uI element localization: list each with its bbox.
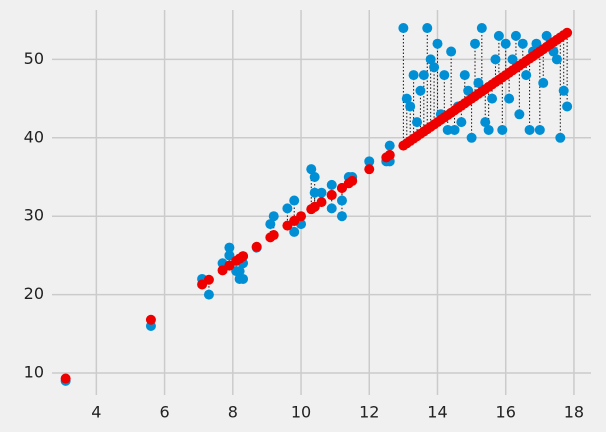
observed-point — [398, 23, 409, 34]
observed-point — [326, 203, 337, 214]
fitted-point — [60, 373, 71, 384]
fitted-point — [238, 251, 249, 262]
x-tick-label: 6 — [159, 403, 169, 422]
observed-point — [476, 23, 487, 34]
observed-point — [449, 124, 460, 135]
observed-point — [514, 109, 525, 120]
observed-point — [497, 124, 508, 135]
fitted-point — [347, 175, 358, 186]
observed-point — [521, 70, 532, 81]
fitted-point — [145, 314, 156, 325]
fitted-point — [296, 211, 307, 222]
observed-point — [470, 38, 481, 49]
observed-point — [364, 156, 375, 167]
observed-point — [500, 38, 511, 49]
fitted-point — [316, 197, 327, 208]
observed-point — [401, 93, 412, 104]
observed-point — [203, 289, 214, 300]
observed-point — [480, 117, 491, 128]
observed-point — [415, 85, 426, 96]
observed-point — [425, 54, 436, 65]
observed-point — [534, 124, 545, 135]
observed-point — [459, 70, 470, 81]
observed-point — [510, 30, 521, 41]
x-tick-label: 16 — [496, 403, 516, 422]
observed-point — [473, 77, 484, 88]
observed-point — [326, 179, 337, 190]
observed-point — [412, 117, 423, 128]
x-tick-label: 14 — [427, 403, 447, 422]
observed-point — [405, 101, 416, 112]
x-tick-label: 10 — [291, 403, 311, 422]
observed-point — [524, 124, 535, 135]
observed-point — [439, 70, 450, 81]
observed-point — [316, 187, 327, 198]
observed-point — [562, 101, 573, 112]
observed-point — [224, 250, 235, 261]
observed-point — [490, 54, 501, 65]
fitted-point — [384, 150, 395, 161]
observed-point — [456, 117, 467, 128]
observed-point — [282, 203, 293, 214]
observed-point — [466, 132, 477, 143]
observed-point — [531, 38, 542, 49]
observed-point — [493, 30, 504, 41]
x-tick-label: 18 — [564, 403, 584, 422]
y-tick-label: 40 — [24, 127, 44, 146]
x-tick-label: 8 — [228, 403, 238, 422]
observed-point — [551, 54, 562, 65]
x-tick-label: 4 — [91, 403, 101, 422]
observed-point — [541, 30, 552, 41]
observed-point — [463, 85, 474, 96]
observed-point — [265, 219, 276, 230]
observed-point — [289, 226, 300, 237]
observed-point — [507, 54, 518, 65]
fitted-point — [562, 27, 573, 38]
observed-point — [538, 77, 549, 88]
observed-point — [408, 70, 419, 81]
observed-point — [504, 93, 515, 104]
observed-point — [432, 38, 443, 49]
fitted-point — [251, 241, 262, 252]
observed-point — [446, 46, 457, 57]
observed-point — [306, 164, 317, 175]
observed-point — [224, 242, 235, 253]
observed-point — [238, 273, 249, 284]
observed-point — [384, 140, 395, 151]
fitted-point — [203, 274, 214, 285]
observed-point — [268, 211, 279, 222]
y-tick-label: 10 — [24, 363, 44, 382]
observed-point — [336, 211, 347, 222]
observed-point — [234, 266, 245, 277]
observed-point — [336, 195, 347, 206]
x-tick-label: 12 — [359, 403, 379, 422]
observed-point — [555, 132, 566, 143]
y-tick-label: 30 — [24, 206, 44, 225]
y-tick-label: 20 — [24, 284, 44, 303]
fitted-point — [364, 164, 375, 175]
fitted-point — [326, 190, 337, 201]
observed-point — [418, 70, 429, 81]
observed-point — [422, 23, 433, 34]
observed-point — [558, 85, 569, 96]
observed-point — [483, 124, 494, 135]
observed-point — [309, 172, 320, 183]
y-tick-label: 50 — [24, 49, 44, 68]
fitted-point — [268, 230, 279, 241]
observed-point — [517, 38, 528, 49]
observed-point — [487, 93, 498, 104]
observed-point — [429, 62, 440, 73]
observed-point — [289, 195, 300, 206]
